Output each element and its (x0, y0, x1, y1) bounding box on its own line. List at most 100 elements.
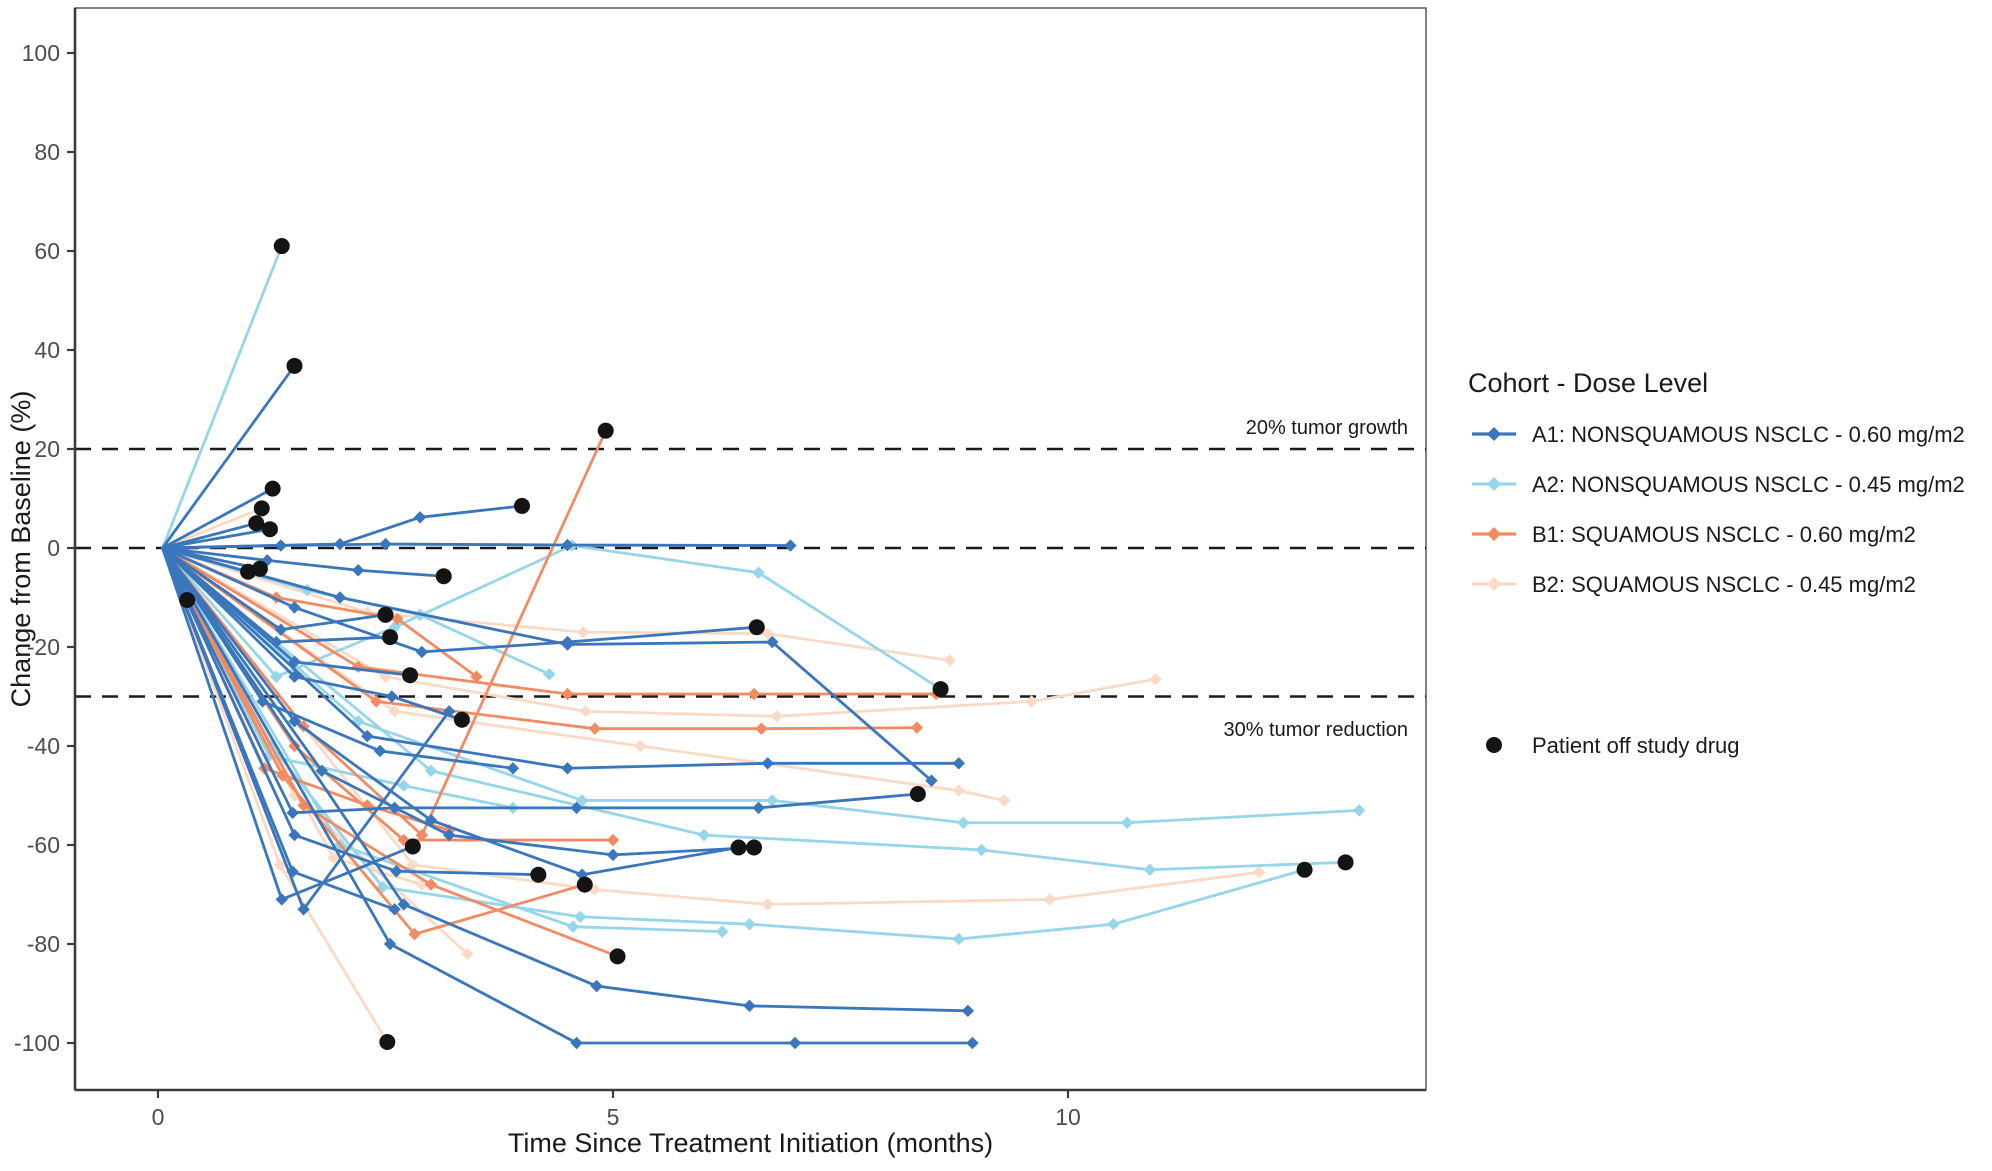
visit-marker-b2 (943, 654, 956, 667)
visit-marker-a1 (606, 848, 620, 862)
visit-marker-a2 (957, 816, 970, 829)
visit-marker-b2 (761, 898, 774, 911)
patient-trajectory-b1 (161, 546, 619, 958)
visit-marker-a2 (270, 670, 283, 683)
visit-marker-b2 (461, 947, 474, 961)
off-study-dot (286, 357, 303, 374)
off-study-dot (1337, 854, 1354, 871)
visit-marker-a1 (315, 764, 329, 777)
visit-marker-b1 (606, 833, 620, 847)
visit-marker-b2 (761, 627, 774, 640)
visit-marker-a1 (766, 635, 779, 649)
visit-marker-b1 (470, 670, 483, 683)
visit-marker-b2 (579, 705, 592, 718)
patient-trajectory-a1 (161, 527, 272, 550)
visit-marker-a2 (574, 910, 587, 923)
off-study-dot (253, 500, 270, 517)
visit-marker-b1 (424, 878, 438, 891)
annotation-tumor-reduction: 30% tumor reduction (1223, 719, 1408, 741)
visit-marker-a1 (388, 903, 401, 916)
visit-marker-b2 (576, 625, 590, 639)
visit-marker-b1 (755, 722, 768, 735)
patient-trajectory-a1 (161, 546, 446, 578)
off-study-dot (597, 422, 614, 439)
visit-marker-a2 (424, 764, 438, 777)
off-study-dot (1296, 861, 1313, 878)
off-study-dot (179, 591, 196, 608)
y-tick-label: -80 (27, 931, 60, 957)
patient-trajectory-a1 (161, 546, 515, 770)
visit-marker-b2 (1025, 695, 1038, 708)
visit-marker-a1 (561, 762, 574, 775)
off-study-dot (514, 497, 530, 514)
visit-marker-a2 (543, 668, 556, 681)
off-study-dot (377, 606, 394, 623)
legend-label-a1: A1: NONSQUAMOUS NSCLC - 0.60 mg/m2 (1532, 422, 1965, 447)
visit-marker-a2 (952, 932, 966, 946)
visit-marker-a1 (442, 705, 456, 718)
visit-marker-a1 (506, 762, 520, 775)
visit-marker-a1 (383, 937, 397, 951)
patient-trajectory-a2 (161, 544, 942, 691)
visit-marker-a1 (288, 670, 301, 683)
x-tick-label: 0 (152, 1104, 165, 1130)
off-study-dot (609, 948, 626, 965)
visit-marker-a2 (1352, 804, 1366, 817)
legend-title: Cohort - Dose Level (1468, 368, 1708, 398)
visit-marker-b1 (391, 612, 404, 625)
visit-marker-a1 (297, 903, 310, 916)
legend-label-off-study: Patient off study drug (1532, 733, 1740, 758)
visit-marker-a1 (561, 638, 574, 651)
x-tick-label: 10 (1055, 1104, 1081, 1130)
legend-label-b1: B1: SQUAMOUS NSCLC - 0.60 mg/m2 (1532, 522, 1916, 547)
visit-marker-a1 (743, 999, 756, 1013)
visit-marker-b2 (634, 739, 647, 753)
visit-marker-a2 (715, 925, 729, 938)
off-study-dot (435, 568, 452, 585)
visit-marker-a2 (1120, 816, 1134, 829)
patient-trajectory-a2 (161, 546, 1347, 872)
visit-marker-a1 (413, 511, 427, 524)
y-tick-label: -100 (14, 1030, 60, 1056)
visit-marker-a1 (275, 893, 288, 906)
y-tick-label: 0 (47, 535, 60, 561)
patient-trajectory-a1 (161, 487, 275, 550)
off-study-dot (273, 238, 290, 255)
visit-marker-a1 (925, 774, 938, 787)
visit-marker-a1 (274, 623, 288, 636)
legend-key-marker-b1 (1487, 527, 1501, 541)
visit-marker-b2 (1043, 893, 1057, 906)
visit-marker-a1 (442, 828, 456, 842)
patient-trajectory-a2 (161, 546, 724, 934)
visit-marker-a1 (784, 539, 797, 552)
visit-marker-a1 (752, 801, 765, 815)
y-tick-label: -60 (27, 832, 60, 858)
off-study-dot (264, 480, 281, 497)
y-tick-label: 40 (34, 337, 60, 363)
off-study-dot (746, 839, 763, 856)
patient-trajectory-a1 (161, 546, 464, 722)
visit-marker-a2 (566, 920, 580, 933)
legend-label-b2: B2: SQUAMOUS NSCLC - 0.45 mg/m2 (1532, 572, 1916, 597)
visit-marker-b1 (408, 927, 421, 941)
visit-marker-a1 (288, 655, 301, 669)
visit-marker-a2 (1143, 863, 1157, 876)
legend-key-marker-b2 (1487, 577, 1501, 591)
annotation-tumor-growth: 20% tumor growth (1246, 417, 1408, 439)
visit-marker-a1 (385, 690, 399, 703)
off-study-dot (251, 560, 268, 577)
visit-marker-a1 (333, 591, 347, 604)
patient-trajectory-a2 (161, 244, 284, 550)
off-study-dot (382, 629, 399, 646)
legend-key-marker-a1 (1487, 427, 1501, 441)
visit-marker-b1 (588, 722, 602, 735)
visit-marker-a1 (288, 828, 301, 842)
visit-marker-a1 (274, 539, 288, 552)
visit-marker-a2 (575, 794, 589, 807)
off-study-dot (576, 876, 593, 893)
visit-marker-a1 (288, 601, 301, 614)
visit-marker-a1 (379, 537, 392, 551)
visit-marker-a1 (351, 564, 365, 577)
visit-marker-a2 (397, 779, 410, 792)
visit-marker-b2 (998, 794, 1011, 807)
